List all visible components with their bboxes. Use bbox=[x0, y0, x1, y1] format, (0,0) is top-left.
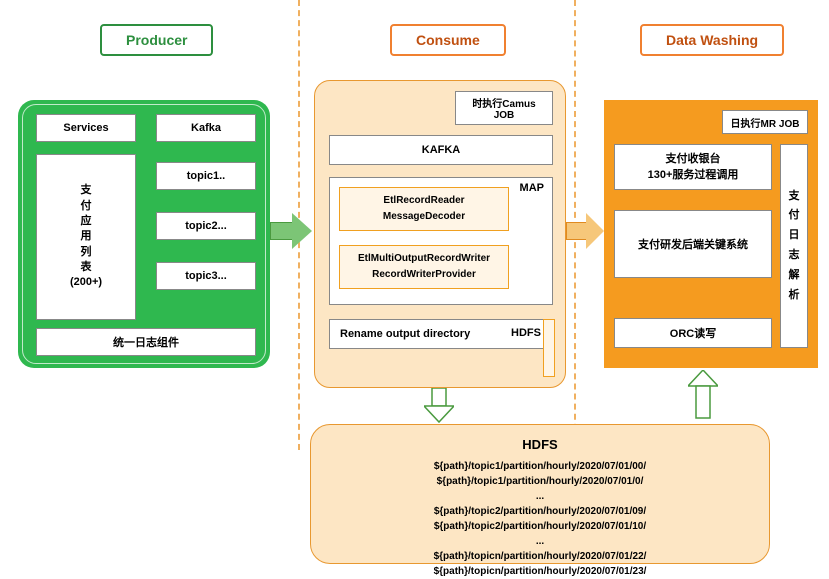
box-backend: 支付研发后端关键系统 bbox=[614, 210, 772, 278]
header-consume: Consume bbox=[390, 24, 506, 56]
hdfs-path-2: ... bbox=[331, 489, 749, 504]
header-washing: Data Washing bbox=[640, 24, 784, 56]
hdfs-path-4: ${path}/topic2/partition/hourly/2020/07/… bbox=[331, 519, 749, 534]
box-applist: 支 付 应 用 列 表 (200+) bbox=[36, 154, 136, 320]
box-topic3: topic3... bbox=[156, 262, 256, 290]
label-map: MAP bbox=[520, 182, 544, 194]
arrow-up-washing bbox=[688, 370, 718, 420]
hdfs-path-1: ${path}/topic1/partition/hourly/2020/07/… bbox=[331, 474, 749, 489]
box-topic2: topic2... bbox=[156, 212, 256, 240]
box-logcomp: 统一日志组件 bbox=[36, 328, 256, 356]
hdfs-path-6: ${path}/topicn/partition/hourly/2020/07/… bbox=[331, 549, 749, 564]
box-etl-reader: EtlRecordReader MessageDecoder bbox=[339, 187, 509, 231]
hdfs-panel: HDFS ${path}/topic1/partition/hourly/202… bbox=[310, 424, 770, 564]
box-mrjob: 日执行MR JOB bbox=[722, 110, 808, 134]
label-hdfs-inline: HDFS bbox=[511, 327, 541, 339]
box-kafka: Kafka bbox=[156, 114, 256, 142]
box-empty-right bbox=[543, 319, 555, 377]
box-services: Services bbox=[36, 114, 136, 142]
box-orc: ORC读写 bbox=[614, 318, 772, 348]
washing-panel: 日执行MR JOB 支付收银台 130+服务过程调用 支付研发后端关键系统 OR… bbox=[604, 100, 818, 368]
header-producer: Producer bbox=[100, 24, 213, 56]
hdfs-path-7: ${path}/topicn/partition/hourly/2020/07/… bbox=[331, 564, 749, 579]
arrow-down-hdfs bbox=[424, 388, 454, 424]
hdfs-path-0: ${path}/topic1/partition/hourly/2020/07/… bbox=[331, 459, 749, 474]
hdfs-title: HDFS bbox=[331, 435, 749, 455]
producer-panel: Services Kafka 支 付 应 用 列 表 (200+) topic1… bbox=[18, 100, 270, 368]
box-parser: 支 付 日 志 解 析 bbox=[780, 144, 808, 348]
box-etl-writer: EtlMultiOutputRecordWriter RecordWriterP… bbox=[339, 245, 509, 289]
box-camus: 时执行Camus JOB bbox=[455, 91, 553, 125]
consume-panel: 时执行Camus JOB KAFKA MAP EtlRecordReader M… bbox=[314, 80, 566, 388]
box-cashier: 支付收银台 130+服务过程调用 bbox=[614, 144, 772, 190]
hdfs-path-3: ${path}/topic2/partition/hourly/2020/07/… bbox=[331, 504, 749, 519]
hdfs-path-5: ... bbox=[331, 534, 749, 549]
box-kafka2: KAFKA bbox=[329, 135, 553, 165]
label-rename: Rename output directory bbox=[340, 328, 470, 340]
box-topic1: topic1.. bbox=[156, 162, 256, 190]
